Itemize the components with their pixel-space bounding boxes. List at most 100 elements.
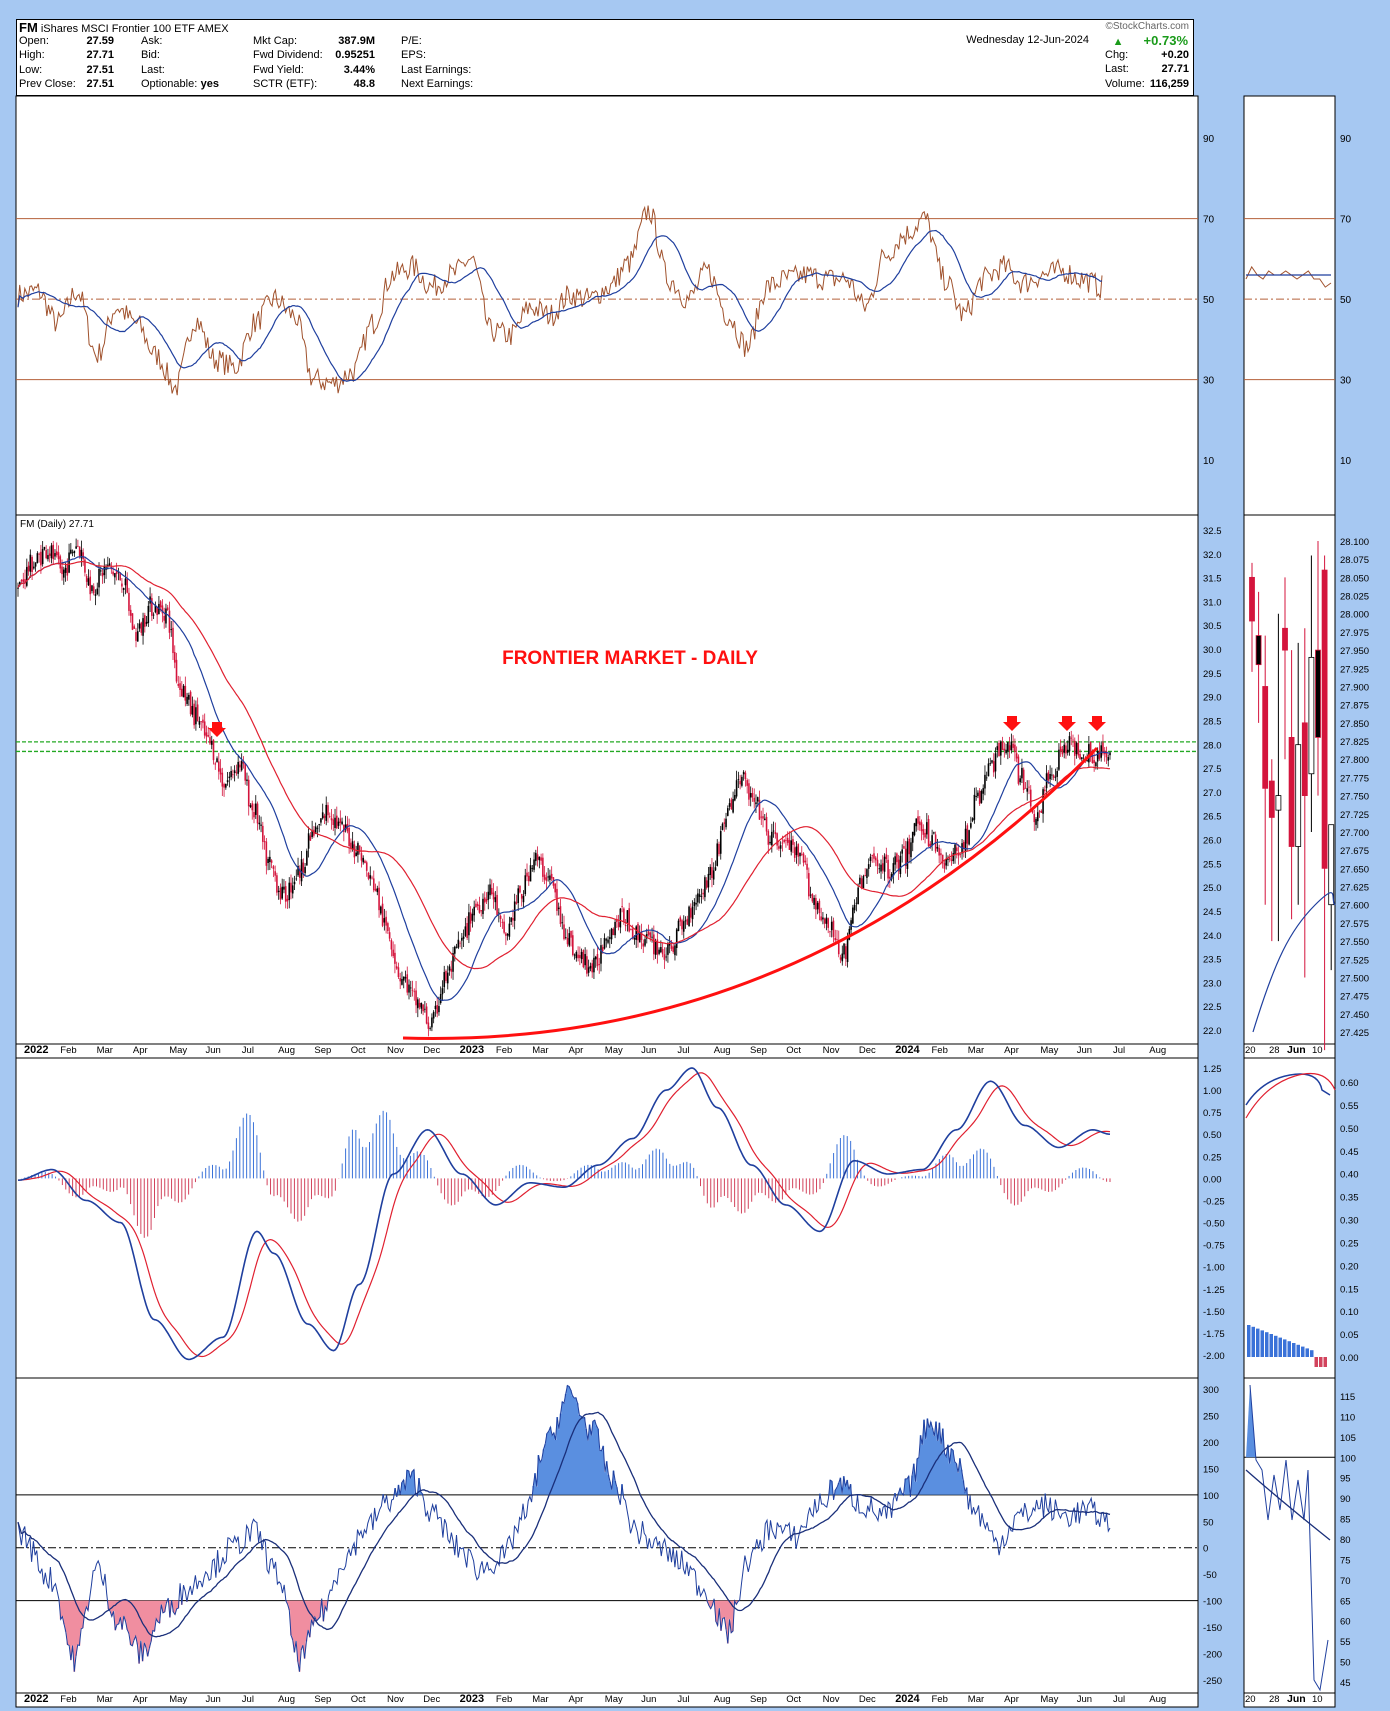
macd-y-tick: 0.75 — [1203, 1108, 1222, 1119]
x-tick-label-bottom: Mar — [968, 1694, 984, 1705]
candle-body — [623, 908, 625, 923]
candle-body — [390, 940, 393, 950]
candle-body — [836, 939, 838, 940]
rsi-line — [17, 205, 1103, 396]
candle-body — [216, 758, 218, 763]
macd-zoom-histogram-bar — [1269, 1334, 1273, 1357]
candle-body — [350, 842, 352, 848]
x-tick-label-top: Sep — [314, 1045, 331, 1056]
x-tick-label-bottom: Dec — [423, 1694, 440, 1705]
quote-bidask-value: yes — [200, 77, 219, 90]
candle-body — [1065, 745, 1067, 754]
candle-body — [1105, 751, 1108, 758]
candle-body — [327, 805, 329, 816]
candle-body — [785, 840, 787, 841]
candle-body — [274, 871, 276, 876]
candle-body — [822, 917, 824, 920]
candle-body — [621, 906, 623, 907]
macd-zoom-y-tick: 0.20 — [1340, 1261, 1359, 1272]
candle-body — [980, 791, 983, 803]
candle-body — [165, 608, 167, 624]
candle-body — [827, 918, 829, 928]
candle-body — [182, 685, 185, 698]
candle-body — [1028, 786, 1030, 788]
candle-body — [512, 917, 514, 921]
candle-body — [424, 1008, 426, 1010]
cci-y-tick: 50 — [1203, 1517, 1214, 1528]
candle-body — [651, 936, 653, 938]
candle-body — [853, 904, 856, 911]
price-y-tick: 23.5 — [1203, 955, 1222, 966]
quote-price-value: 27.71 — [86, 49, 114, 62]
candle-body — [661, 949, 664, 955]
candle-body — [202, 719, 204, 723]
candle-body — [304, 867, 306, 874]
candle-body — [800, 853, 803, 855]
candle-body — [459, 942, 461, 944]
zoom-candle-body — [1249, 576, 1255, 622]
quote-earn-label: EPS: — [401, 49, 427, 62]
candle-body — [276, 875, 278, 893]
candle-body — [445, 970, 447, 981]
candle-body — [626, 910, 629, 923]
candle-body — [837, 940, 840, 955]
candle-body — [584, 954, 586, 966]
candle-body — [684, 920, 687, 922]
candle-body — [45, 550, 47, 559]
candle-body — [712, 870, 715, 880]
candle-body — [27, 565, 30, 572]
candle-body — [115, 570, 118, 575]
candle-body — [663, 954, 666, 960]
candle-body — [413, 991, 416, 993]
candle-body — [223, 784, 225, 788]
candle-body — [381, 903, 384, 926]
price-y-tick: 29.0 — [1203, 693, 1222, 704]
macd-zoom-histogram-bar — [1305, 1348, 1309, 1357]
x-tick-label-bottom: Aug — [1149, 1694, 1166, 1705]
candle-body — [1014, 744, 1016, 753]
quote-fund-label: SCTR (ETF): — [253, 77, 318, 90]
candle-body — [702, 892, 704, 895]
candle-body — [591, 963, 593, 973]
candle-body — [239, 764, 241, 768]
candle-body — [1036, 812, 1039, 822]
cci-y-tick: -100 — [1203, 1597, 1222, 1608]
candle-body — [501, 921, 504, 923]
cci-zoom-y-tick: 45 — [1340, 1678, 1351, 1689]
cci-y-tick: -250 — [1203, 1676, 1222, 1687]
x-tick-label-top: Jul — [1113, 1045, 1125, 1056]
candle-body — [522, 895, 525, 903]
macd-zoom-y-tick: 0.15 — [1340, 1284, 1359, 1295]
candle-body — [78, 546, 81, 557]
macd-zoom-histogram-bar — [1301, 1346, 1305, 1357]
candle-body — [1081, 757, 1083, 760]
candle-body — [985, 777, 988, 779]
candle-body — [94, 594, 97, 596]
x-tick-label-top: Nov — [387, 1045, 404, 1056]
x-tick-label-top: May — [1040, 1045, 1058, 1056]
candle-body — [876, 859, 879, 867]
quote-bidask-label: Bid: — [141, 49, 160, 62]
candle-body — [739, 780, 741, 785]
quote-fund-value: 387.9M — [338, 35, 375, 47]
candle-body — [20, 579, 23, 582]
candle-body — [68, 552, 70, 573]
candle-body — [617, 922, 620, 927]
candle-body — [226, 780, 229, 783]
candle-body — [415, 990, 417, 1006]
candle-body — [75, 546, 77, 549]
candle-body — [388, 932, 391, 939]
candle-body — [503, 921, 505, 933]
candle-body — [31, 557, 33, 573]
price-zoom-y-tick: 28.050 — [1340, 573, 1369, 584]
candle-body — [195, 707, 197, 725]
cci-line — [17, 1384, 1111, 1672]
quote-header: FM iShares MSCI Frontier 100 ETF AMEX ©S… — [16, 19, 1194, 96]
candle-body — [399, 978, 401, 982]
x-tick-label-bottom: Apr — [133, 1694, 148, 1705]
macd-zoom-histogram-bar — [1310, 1350, 1314, 1357]
candle-body — [915, 818, 918, 827]
price-y-tick: 32.0 — [1203, 550, 1222, 561]
candle-body — [378, 887, 380, 911]
candle-body — [732, 799, 734, 813]
